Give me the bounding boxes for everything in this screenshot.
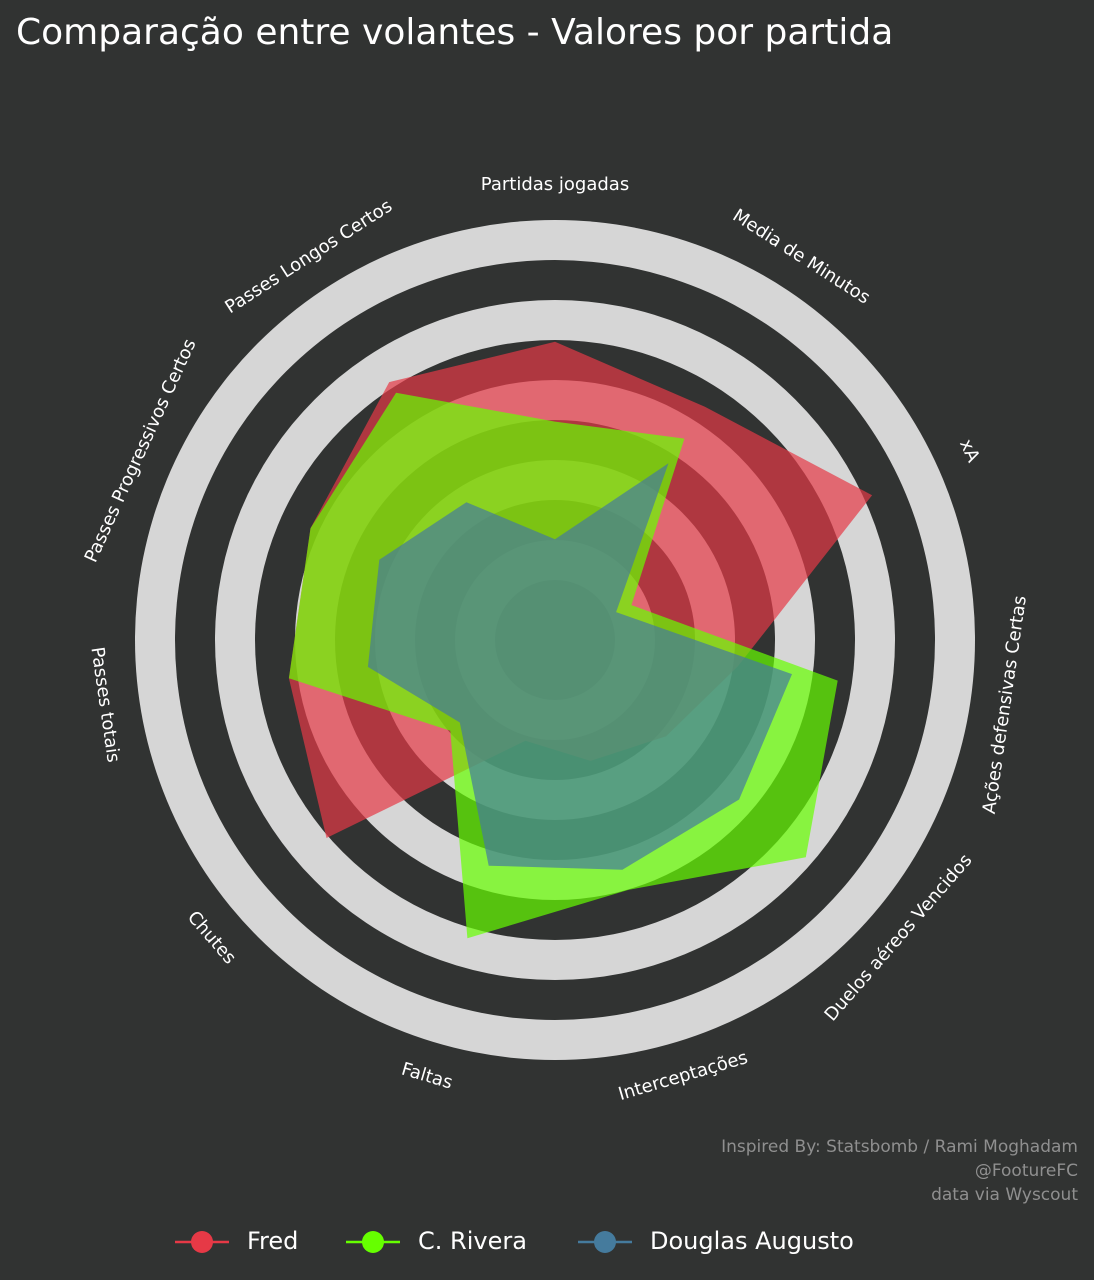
chart-title: Comparação entre volantes - Valores por … <box>16 12 893 53</box>
radar-area <box>367 463 792 870</box>
legend-label: C. Rivera <box>418 1227 527 1255</box>
legend-label: Fred <box>247 1227 298 1255</box>
credit: @FootureFC <box>975 1161 1078 1181</box>
legend-marker <box>594 1231 616 1253</box>
polygons <box>288 341 873 939</box>
credit: Inspired By: Statsbomb / Rami Moghadam <box>721 1137 1078 1157</box>
legend-marker <box>362 1231 384 1253</box>
axis-label: Partidas jogadas <box>481 174 629 195</box>
legend-marker <box>191 1231 213 1253</box>
legend: Fred C. Rivera Douglas Augusto <box>175 1227 854 1255</box>
legend-label: Douglas Augusto <box>650 1227 854 1255</box>
credit: data via Wyscout <box>931 1185 1078 1205</box>
